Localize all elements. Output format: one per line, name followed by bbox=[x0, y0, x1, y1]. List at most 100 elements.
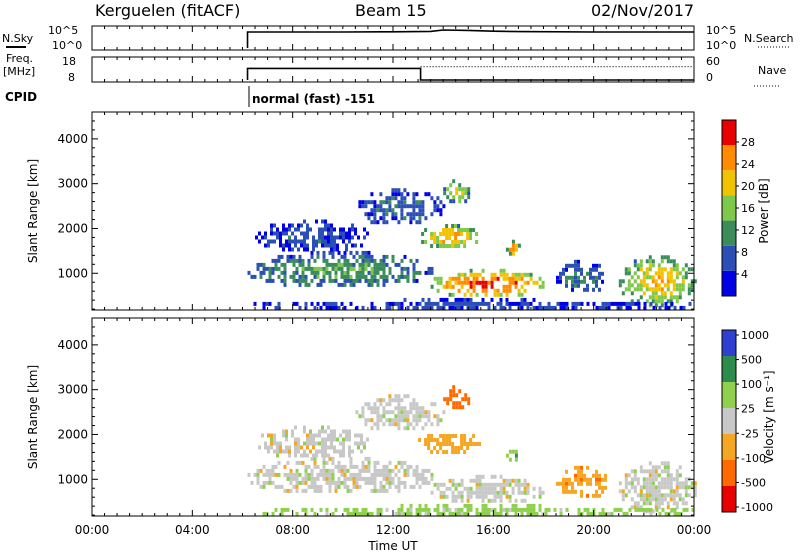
power-echo-cell bbox=[343, 278, 347, 283]
velocity-echo-cell bbox=[478, 490, 482, 495]
power-echo-cell bbox=[508, 280, 512, 285]
power-echo-cell bbox=[400, 301, 404, 306]
power-echo-cell bbox=[574, 301, 578, 306]
velocity-echo-cell bbox=[270, 441, 273, 446]
power-echo-cell bbox=[690, 283, 694, 288]
power-echo-cell bbox=[448, 244, 452, 248]
power-echo-cell bbox=[565, 301, 569, 306]
power-echo-cell bbox=[472, 228, 476, 232]
power-echo-cell bbox=[406, 192, 410, 197]
power-echo-cell bbox=[358, 200, 362, 205]
power-echo-cell bbox=[325, 301, 329, 306]
power-echo-cell bbox=[325, 305, 329, 310]
power-echo-cell bbox=[448, 301, 452, 306]
velocity-echo-cell bbox=[330, 441, 333, 446]
power-echo-cell bbox=[345, 243, 348, 248]
velocity-echo-cell bbox=[354, 441, 357, 446]
velocity-echo-cell bbox=[321, 449, 324, 454]
power-echo-cell bbox=[412, 204, 416, 209]
power-echo-cell bbox=[316, 282, 320, 287]
power-echo-cell bbox=[616, 301, 620, 306]
power-echo-cell bbox=[672, 267, 676, 272]
velocity-echo-cell bbox=[586, 511, 590, 516]
velocity-echo-cell bbox=[508, 449, 512, 454]
power-echo-cell bbox=[415, 204, 419, 209]
velocity-echo-cell bbox=[397, 398, 401, 403]
power-echo-cell bbox=[288, 235, 291, 240]
power-echo-cell bbox=[472, 276, 476, 281]
velocity-echo-cell bbox=[354, 433, 357, 438]
power-echo-cell bbox=[367, 278, 371, 283]
velocity-echo-cell bbox=[448, 434, 452, 438]
power-echo-cell bbox=[645, 259, 649, 264]
velocity-echo-cell bbox=[274, 507, 278, 512]
power-echo-cell bbox=[675, 263, 679, 268]
power-echo-cell bbox=[541, 284, 545, 289]
power-echo-cell bbox=[394, 301, 398, 306]
velocity-echo-cell bbox=[421, 472, 425, 477]
power-echo-cell bbox=[454, 236, 458, 240]
power-echo-cell bbox=[598, 305, 602, 310]
power-echo-cell bbox=[454, 297, 458, 302]
velocity-echo-cell bbox=[454, 450, 458, 454]
power-echo-cell bbox=[598, 263, 601, 268]
power-echo-cell bbox=[324, 227, 327, 232]
velocity-echo-cell bbox=[523, 498, 527, 503]
power-echo-cell bbox=[279, 239, 282, 244]
power-echo-cell bbox=[337, 250, 341, 255]
power-echo-cell bbox=[364, 266, 368, 271]
velocity-echo-cell bbox=[421, 414, 425, 419]
power-echo-cell bbox=[451, 232, 455, 236]
velocity-echo-cell bbox=[427, 434, 431, 438]
velocity-echo-cell bbox=[427, 442, 431, 446]
nsky-series-line bbox=[246, 29, 694, 48]
power-echo-cell bbox=[657, 283, 661, 288]
power-echo-cell bbox=[280, 254, 284, 259]
velocity-echo-cell bbox=[289, 488, 293, 493]
power-echo-cell bbox=[639, 259, 643, 264]
power-echo-cell bbox=[458, 187, 462, 192]
velocity-colorbar-segment bbox=[722, 330, 736, 356]
power-echo-cell bbox=[681, 279, 685, 284]
power-echo-cell bbox=[684, 275, 688, 280]
velocity-echo-cell bbox=[648, 477, 652, 482]
power-echo-cell bbox=[511, 280, 515, 285]
power-echo-cell bbox=[669, 279, 673, 284]
power-echo-cell bbox=[624, 267, 628, 272]
velocity-echo-cell bbox=[316, 472, 320, 477]
velocity-echo-cell bbox=[271, 511, 275, 516]
velocity-echo-cell bbox=[655, 507, 659, 512]
power-echo-cell bbox=[445, 232, 449, 236]
power-echo-cell bbox=[463, 240, 467, 244]
velocity-echo-cell bbox=[502, 478, 506, 483]
power-echo-cell bbox=[467, 195, 471, 200]
velocity-echo-cell bbox=[388, 410, 392, 415]
power-echo-cell bbox=[351, 227, 354, 232]
velocity-echo-cell bbox=[346, 507, 350, 512]
velocity-echo-cell bbox=[484, 482, 488, 487]
power-echo-cell bbox=[300, 243, 303, 248]
power-echo-cell bbox=[358, 254, 362, 259]
velocity-echo-cell bbox=[589, 511, 593, 516]
power-echo-cell bbox=[571, 301, 575, 306]
power-echo-cell bbox=[664, 301, 668, 306]
power-echo-cell bbox=[283, 282, 287, 287]
power-echo-cell bbox=[672, 283, 676, 288]
velocity-echo-cell bbox=[367, 406, 371, 411]
power-echo-cell bbox=[310, 250, 314, 255]
power-echo-cell bbox=[358, 270, 362, 275]
velocity-echo-cell bbox=[360, 449, 363, 454]
velocity-echo-cell bbox=[409, 484, 413, 489]
power-echo-cell bbox=[502, 268, 506, 273]
x-tick-label: 04:00 bbox=[175, 523, 210, 537]
power-echo-cell bbox=[451, 228, 455, 232]
velocity-echo-cell bbox=[358, 472, 362, 477]
velocity-echo-cell bbox=[300, 453, 303, 458]
power-echo-cell bbox=[660, 279, 664, 284]
velocity-echo-cell bbox=[379, 472, 383, 477]
velocity-echo-cell bbox=[663, 493, 667, 498]
power-echo-cell bbox=[247, 270, 251, 275]
velocity-echo-cell bbox=[277, 472, 281, 477]
velocity-echo-cell bbox=[267, 445, 270, 450]
power-echo-cell bbox=[363, 235, 366, 240]
